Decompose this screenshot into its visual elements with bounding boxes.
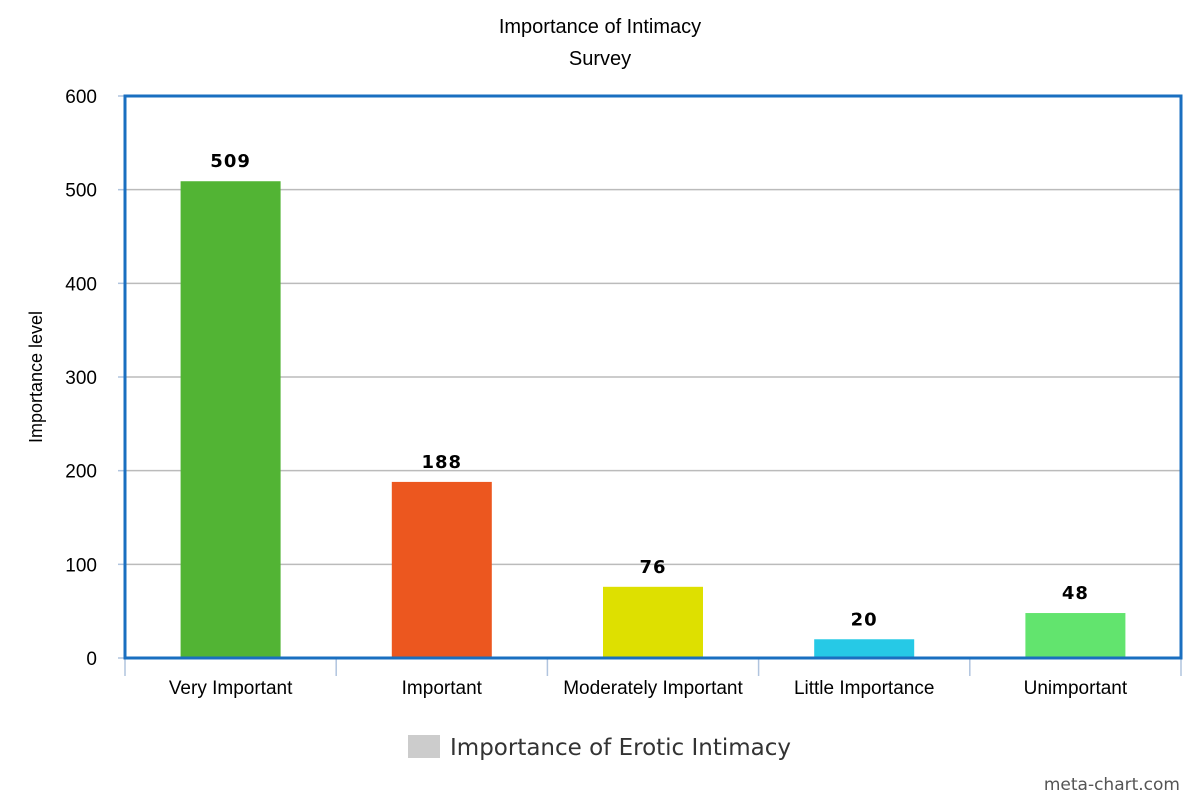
bar[interactable] [391,481,492,658]
plot-frame [123,94,1183,660]
x-tick-label: Important [402,678,483,699]
y-tick-label: 0 [86,649,97,670]
x-tick-label: Little Importance [794,678,934,699]
bar[interactable] [603,586,703,658]
bar[interactable] [180,181,281,658]
y-tick-label: 600 [65,87,97,108]
y-tick-label: 100 [65,555,97,576]
bar[interactable] [1025,613,1126,658]
bar[interactable] [814,639,915,658]
data-label: 48 [1062,583,1089,604]
legend[interactable]: Importance of Erotic Intimacy [408,735,791,761]
y-tick-label: 500 [65,181,97,202]
data-label: 188 [422,452,463,473]
bars [180,181,1126,658]
watermark: meta-chart.com [1044,775,1180,795]
x-tick-label: Very Important [169,678,293,699]
data-labels: 509 188 76 20 48 [210,151,1089,630]
data-label: 509 [210,151,251,172]
gridlines [125,188,1181,566]
y-axis-ticks: 0 100 200 300 400 500 600 [65,87,125,670]
x-axis: Very Important Important Moderately Import… [124,658,1182,699]
y-tick-label: 300 [65,368,97,389]
legend-swatch [408,735,440,758]
data-label: 76 [639,557,666,578]
data-label: 20 [851,609,878,630]
y-tick-label: 200 [65,462,97,483]
x-tick-label: Unimportant [1024,678,1128,699]
y-tick-label: 400 [65,274,97,295]
chart-title: Importance of Intimacy [499,16,701,38]
y-axis-label: Importance level [26,311,46,443]
x-tick-label: Moderately Important [563,678,743,699]
chart-subtitle: Survey [569,48,631,70]
legend-label: Importance of Erotic Intimacy [450,735,791,761]
